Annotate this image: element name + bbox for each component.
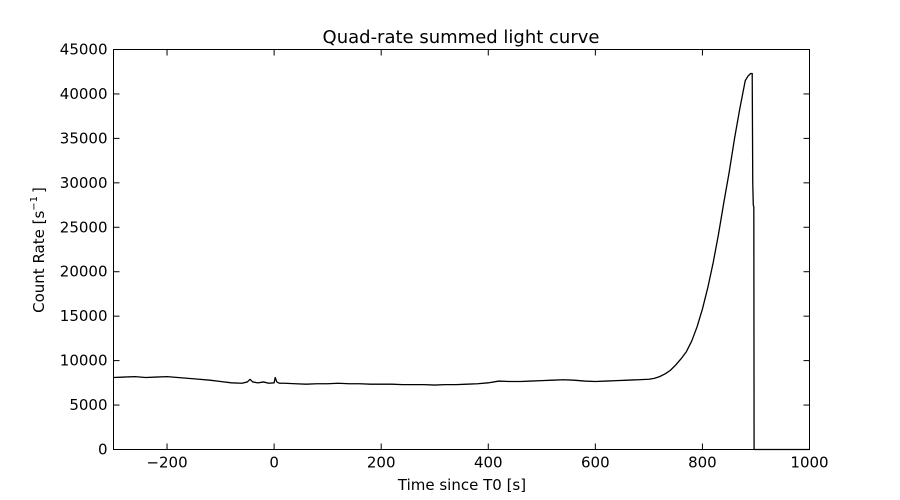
x-tick-label: 1000 — [790, 454, 828, 472]
y-axis-label-superscript: −1 — [29, 196, 40, 211]
y-tick-label: 30000 — [60, 174, 108, 192]
y-tick-label: 5000 — [69, 396, 107, 414]
x-axis-label: Time since T0 [s] — [397, 476, 526, 494]
y-tick-labels: 0 5000 10000 15000 20000 25000 30000 35000 40000… — [60, 41, 108, 459]
chart-title: Quad-rate summed light curve — [323, 27, 600, 48]
x-tick-label: 800 — [688, 454, 717, 472]
y-tick-label: 35000 — [60, 129, 108, 147]
series-layer — [113, 72, 810, 451]
series-line-0 — [113, 72, 810, 451]
y-tick-label: 20000 — [60, 263, 108, 281]
y-tick-label: 40000 — [60, 85, 108, 103]
x-tick-label: 600 — [581, 454, 610, 472]
y-axis-label: Count Rate [s−1] — [29, 187, 48, 313]
y-tick-label: 45000 — [60, 41, 108, 59]
x-tick-labels: −200 0 200 400 600 800 1000 — [146, 454, 828, 472]
plot-frame — [113, 49, 810, 450]
y-tick-label: 10000 — [60, 352, 108, 370]
x-tick-label: 400 — [474, 454, 503, 472]
y-tick-label: 25000 — [60, 218, 108, 236]
y-axis-label-end: ] — [30, 187, 48, 193]
x-tick-label: 0 — [269, 454, 279, 472]
y-axis-label-main: Count Rate [s — [30, 211, 48, 313]
x-tick-label: −200 — [146, 454, 187, 472]
y-tick-label: 15000 — [60, 307, 108, 325]
x-tick-label: 200 — [367, 454, 396, 472]
y-tick-label: 0 — [98, 441, 108, 459]
